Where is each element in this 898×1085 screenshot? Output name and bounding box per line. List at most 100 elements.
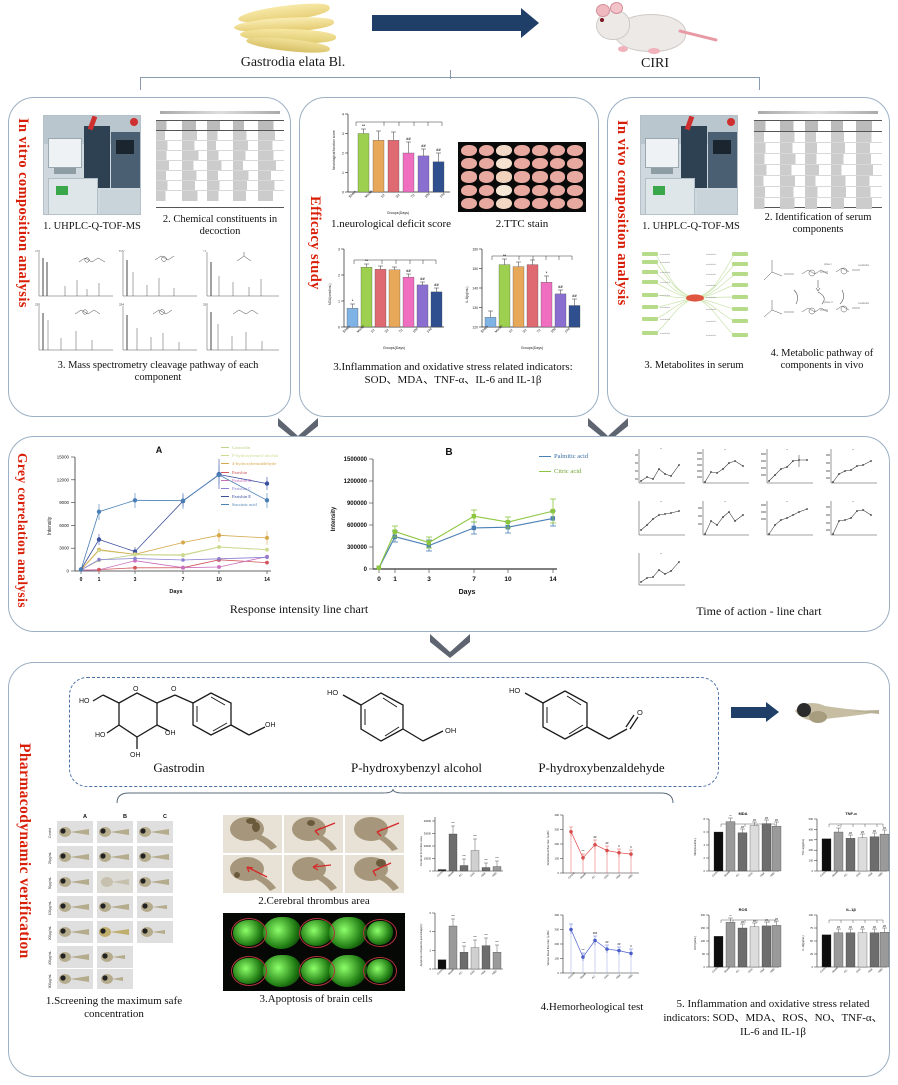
svg-text:14d: 14d <box>426 327 433 334</box>
caption-grey-B: Time of action - line chart <box>696 604 822 618</box>
svg-text:TNF-α: TNF-α <box>845 811 857 816</box>
svg-text:Model: Model <box>356 324 366 334</box>
svg-text:**: ** <box>729 814 731 818</box>
svg-text:HBA: HBA <box>867 871 874 878</box>
svg-text:HO: HO <box>95 732 106 739</box>
chart-grey-A: A 0 3000 6000 9000 12000 15000 Intensity <box>31 441 281 601</box>
svg-text:Model: Model <box>723 870 731 878</box>
panel-in-vivo-label: In vivo composition analysis <box>614 120 630 306</box>
svg-text:PC: PC <box>458 970 463 975</box>
svg-text:0: 0 <box>338 326 340 330</box>
svg-text:400μg/mL: 400μg/mL <box>48 951 52 965</box>
svg-text:PC: PC <box>843 872 848 877</box>
svg-text:***: *** <box>581 948 584 952</box>
svg-text:metabolite: metabolite <box>706 273 717 276</box>
zebrafish-screening-grid: A B C Control 25μg/mL 50μg/mL 100μg/mL 200… <box>37 811 189 991</box>
svg-text:##: ## <box>606 940 609 944</box>
legend-label-parishin-e: Parishin E <box>232 494 252 500</box>
svg-text:GAS: GAS <box>469 871 476 878</box>
svg-text:Model: Model <box>364 189 374 199</box>
panel-pharmacodynamic-label: Pharmacodynamic verification <box>16 743 33 959</box>
apoptosis-fluorescence-photo <box>223 913 405 991</box>
caption-efficacy-2: 2.TTC stain <box>495 218 549 230</box>
svg-text:GAS: GAS <box>855 967 862 974</box>
svg-text:##: ## <box>572 293 577 298</box>
legend-item-citric: Citric acid <box>539 468 639 475</box>
svg-text:metabolite: metabolite <box>660 281 671 284</box>
svg-text:PC: PC <box>458 872 463 877</box>
caption-efficacy-3: 3.Inflammation and oxidative stress rela… <box>333 361 573 386</box>
svg-text:3d: 3d <box>395 193 401 199</box>
svg-text:Control: Control <box>567 871 576 880</box>
svg-text:7d: 7d <box>410 193 416 199</box>
svg-text:***: *** <box>473 935 477 939</box>
metabolic-pathway-diagram: metabolite metabolite phase I phase II <box>758 250 884 345</box>
to-zebrafish-arrow-icon <box>731 702 779 722</box>
svg-text:320: 320 <box>203 303 208 307</box>
svg-text:0: 0 <box>430 869 432 873</box>
svg-text:OH: OH <box>130 752 141 759</box>
svg-text:*: * <box>724 448 726 452</box>
svg-text:HBD: HBD <box>491 969 498 976</box>
caption-grey-A: Response intensity line chart <box>229 602 369 616</box>
chart-zf-tnf: TNF-α 0 100 200 300 400 500 TNF-α(pg/mL) <box>795 809 893 901</box>
svg-text:254: 254 <box>119 303 124 307</box>
caption-pd-1: 1.Screening the maximum safe concentrati… <box>45 995 183 1020</box>
legend-swatch-parishin-c <box>221 487 229 489</box>
svg-text:OH: OH <box>165 730 176 737</box>
svg-text:300000: 300000 <box>347 545 368 551</box>
svg-text:***: *** <box>581 849 584 853</box>
legend-swatch-palmitic <box>539 456 551 457</box>
svg-text:Model: Model <box>447 870 455 878</box>
svg-text:25: 25 <box>810 952 813 956</box>
svg-text:Arterial blood flow rate（μM/s）: Arterial blood flow rate（μM/s） <box>546 829 550 866</box>
svg-text:120: 120 <box>472 326 478 330</box>
chart-neurological-deficit-score: 0 1 2 3 4 Neurological function score <box>326 108 456 218</box>
caption-in-vivo-1: 1. UHPLC-Q-TOF-MS <box>642 221 740 232</box>
svg-text:metabolite: metabolite <box>706 263 717 266</box>
svg-text:GAS: GAS <box>855 871 862 878</box>
caption-pd-3: 3.Apoptosis of brain cells <box>259 993 373 1005</box>
svg-text:IL-1β: IL-1β <box>846 907 856 912</box>
svg-text:4: 4 <box>429 930 431 934</box>
svg-text:**: ** <box>365 258 369 263</box>
top-banner: Gastrodia elata Bl. CIRI <box>0 0 898 95</box>
svg-text:##: ## <box>594 835 597 839</box>
svg-text:50μg/mL: 50μg/mL <box>48 877 52 890</box>
panel-grey-correlation: Grey correlation analysis A 0 3000 6000 90… <box>8 436 890 632</box>
svg-text:PC: PC <box>735 968 740 973</box>
svg-text:4: 4 <box>342 113 344 117</box>
svg-text:metabolite: metabolite <box>660 261 671 264</box>
chart-mda: 0 1 2 3 MDA(nmol/mL) <box>322 243 450 353</box>
svg-text:HBD: HBD <box>627 973 634 980</box>
svg-text:OH: OH <box>445 726 456 735</box>
chevron-down-center-icon <box>430 634 470 663</box>
svg-text:0: 0 <box>704 869 706 873</box>
svg-text:***: *** <box>451 914 455 918</box>
svg-text:HO: HO <box>509 686 520 695</box>
svg-text:Control: Control <box>819 965 828 974</box>
svg-text:metabolite: metabolite <box>706 308 717 311</box>
svg-text:O: O <box>171 686 177 693</box>
svg-text:*: * <box>660 552 662 556</box>
target-label: CIRI <box>641 56 669 71</box>
panel-in-vivo: In vivo composition analysis 1. UHPLC-Q-… <box>607 97 890 417</box>
svg-text:2: 2 <box>429 948 431 952</box>
svg-text:Apoptosis compared to percenta: Apoptosis compared to percentage(%) <box>420 924 423 967</box>
svg-text:##: ## <box>434 282 439 287</box>
legend-label-4hb: 4-hydroxybenzaldehyde <box>232 461 277 467</box>
grey-A-svg: A 0 3000 6000 9000 12000 15000 Intensity <box>47 445 271 595</box>
svg-text:##: ## <box>618 942 621 946</box>
metabolites-svg: metabolite metabolite metabolite metabolit… <box>642 252 748 337</box>
svg-text:IL-1β(pg/mL): IL-1β(pg/mL) <box>801 935 805 950</box>
svg-text:Sham: Sham <box>348 189 357 198</box>
svg-text:##: ## <box>775 818 778 822</box>
legend-swatch-parishin-e <box>221 496 229 498</box>
svg-text:40000: 40000 <box>424 819 432 823</box>
svg-text:##: ## <box>741 920 744 924</box>
svg-text:###: ### <box>593 931 598 935</box>
svg-text:metabolite: metabolite <box>706 334 717 337</box>
svg-text:500: 500 <box>809 817 814 821</box>
legend-item-4hb: 4-hydroxybenzaldehyde <box>221 461 307 466</box>
svg-text:150: 150 <box>701 926 706 930</box>
